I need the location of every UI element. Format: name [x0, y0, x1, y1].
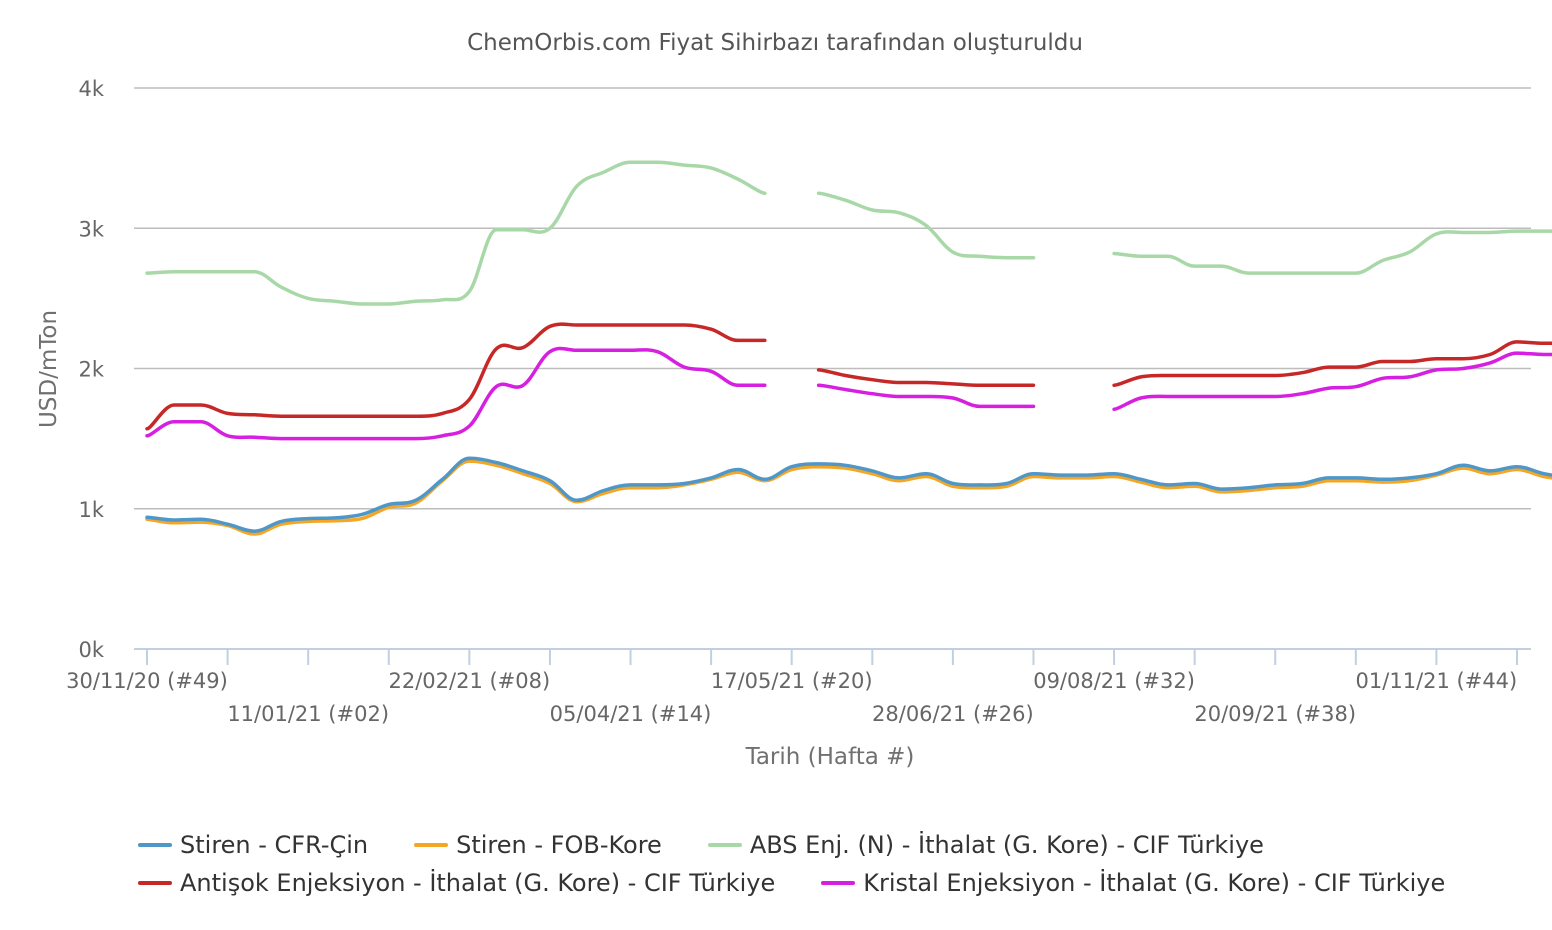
series-1 [145, 459, 1552, 536]
x-tick-label: 01/11/21 (#44) [1356, 669, 1518, 693]
series-4 [145, 346, 1552, 441]
series-line[interactable] [816, 368, 1036, 388]
series-line[interactable] [816, 383, 1036, 409]
x-tick-label: 17/05/21 (#20) [711, 669, 873, 693]
legend-swatch [707, 843, 742, 847]
legend-label: Kristal Enjeksiyon - İthalat (G. Kore) -… [863, 869, 1446, 897]
x-tick-label: 20/09/21 (#38) [1194, 702, 1356, 726]
legend-row-2: Antişok Enjeksiyon - İthalat (G. Kore) -… [138, 864, 1491, 902]
grid-lines [134, 87, 1531, 510]
x-tick-label: 05/04/21 (#14) [550, 702, 712, 726]
series-2 [145, 160, 1552, 306]
series-line[interactable] [145, 322, 767, 431]
legend-item-stiren-fob-kore[interactable]: Stiren - FOB-Kore [414, 831, 662, 859]
series-line[interactable] [1112, 340, 1552, 388]
series-line[interactable] [816, 191, 1036, 260]
legend-swatch [414, 843, 449, 847]
legend-row-1: Stiren - CFR-Çin Stiren - FOB-Kore ABS E… [138, 826, 1491, 864]
y-tick-label: 0k [78, 638, 104, 662]
legend-item-stiren-cfr-cin[interactable]: Stiren - CFR-Çin [138, 831, 368, 859]
x-tick-label: 09/08/21 (#32) [1033, 669, 1195, 693]
series-line[interactable] [1112, 229, 1552, 275]
legend-swatch [138, 843, 172, 847]
legend-item-antisok-enjeksiyon[interactable]: Antişok Enjeksiyon - İthalat (G. Kore) -… [138, 869, 775, 897]
series-line[interactable] [145, 456, 1552, 533]
x-tick-label: 30/11/20 (#49) [66, 669, 228, 693]
y-axis: 0k 1k 2k 3k 4k [78, 77, 104, 662]
series-lines [145, 160, 1552, 536]
y-tick-label: 2k [78, 358, 104, 382]
series-line[interactable] [145, 160, 767, 306]
series-3 [145, 322, 1552, 431]
legend-item-abs-enj[interactable]: ABS Enj. (N) - İthalat (G. Kore) - CIF T… [707, 831, 1264, 859]
legend-label: Antişok Enjeksiyon - İthalat (G. Kore) -… [180, 869, 776, 897]
y-tick-label: 3k [78, 217, 104, 241]
legend-swatch [821, 881, 856, 885]
legend-label: Stiren - CFR-Çin [180, 831, 369, 859]
x-tick-label: 28/06/21 (#26) [872, 702, 1034, 726]
y-tick-label: 4k [78, 77, 104, 101]
legend-swatch [138, 881, 172, 885]
y-axis-title: USD/mTon [36, 310, 62, 428]
x-tick-label: 22/02/21 (#08) [389, 669, 551, 693]
legend-item-kristal-enjeksiyon[interactable]: Kristal Enjeksiyon - İthalat (G. Kore) -… [821, 869, 1445, 897]
y-tick-label: 1k [78, 498, 104, 522]
series-0 [145, 456, 1552, 533]
x-axis: 30/11/20 (#49) 22/02/21 (#08) 17/05/21 (#2… [66, 648, 1531, 726]
series-line[interactable] [1112, 351, 1552, 411]
chart-legend: Stiren - CFR-Çin Stiren - FOB-Kore ABS E… [138, 826, 1491, 902]
chart-title: ChemOrbis.com Fiyat Sihirbazı tarafından… [467, 30, 1083, 56]
legend-label: ABS Enj. (N) - İthalat (G. Kore) - CIF T… [749, 831, 1264, 859]
series-line[interactable] [145, 459, 1552, 536]
legend-label: Stiren - FOB-Kore [456, 831, 662, 859]
x-axis-title: Tarih (Hafta #) [745, 744, 915, 770]
x-tick-label: 11/01/21 (#02) [227, 702, 389, 726]
line-chart: ChemOrbis.com Fiyat Sihirbazı tarafından… [36, 30, 1552, 770]
series-line[interactable] [145, 346, 767, 441]
